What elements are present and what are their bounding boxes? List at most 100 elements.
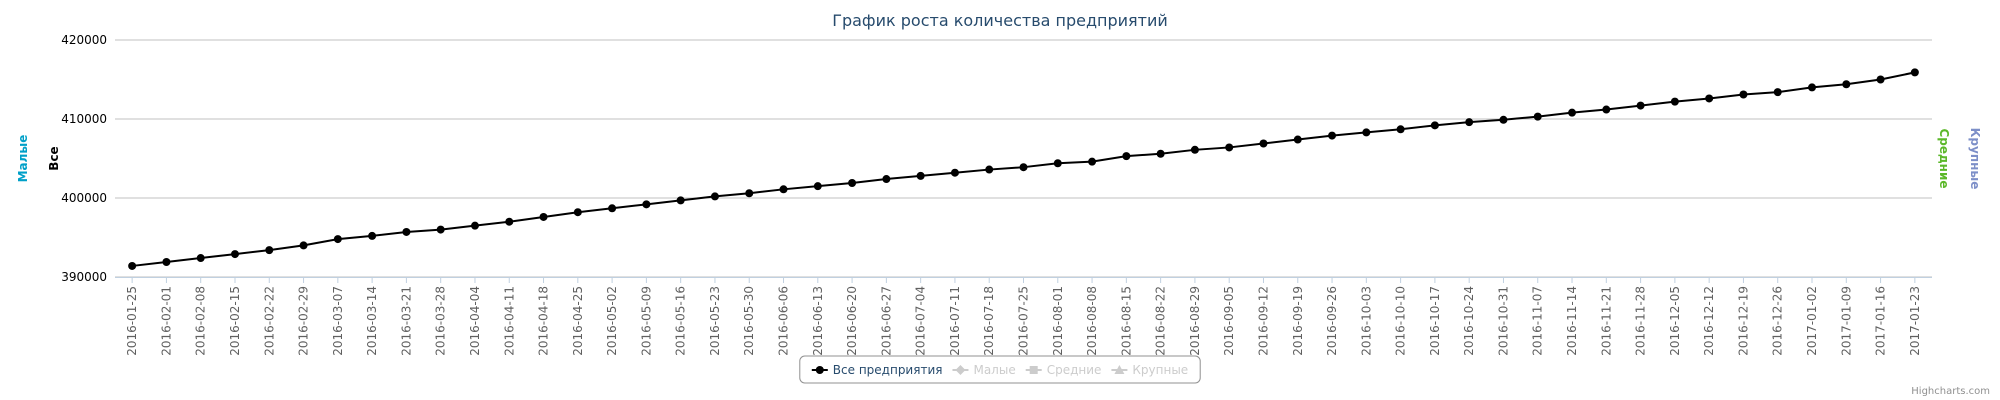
- legend-item[interactable]: Крупные: [1111, 363, 1188, 377]
- legend-label: Крупные: [1132, 363, 1188, 377]
- x-tick-label: 2016-09-05: [1222, 286, 1236, 356]
- data-point: [1636, 101, 1645, 110]
- data-point: [1602, 105, 1611, 114]
- x-tick-label: 2017-01-09: [1839, 286, 1853, 356]
- data-point: [1190, 145, 1199, 154]
- x-tick-label: 2016-04-11: [502, 286, 516, 356]
- data-point: [1533, 112, 1542, 121]
- legend-symbol: [1029, 366, 1038, 374]
- data-point: [368, 231, 377, 240]
- data-point: [265, 246, 274, 255]
- data-point: [813, 182, 822, 191]
- x-tick-label: 2016-07-04: [914, 286, 928, 356]
- x-tick-label: 2016-12-05: [1668, 286, 1682, 356]
- data-point: [333, 235, 342, 244]
- chart-title: График роста количества предприятий: [832, 11, 1168, 30]
- y-axis-title: Малые: [16, 135, 30, 183]
- data-point: [1122, 152, 1131, 161]
- y-axis-title: Все: [47, 146, 61, 170]
- data-point: [1328, 131, 1337, 140]
- x-tick-label: 2017-01-02: [1805, 286, 1819, 356]
- data-point: [1362, 128, 1371, 137]
- data-point: [1705, 94, 1714, 103]
- data-point: [1773, 88, 1782, 97]
- data-point: [779, 185, 788, 194]
- legend-box: [799, 355, 1201, 384]
- x-tick-label: 2016-07-18: [982, 286, 996, 356]
- legend-item[interactable]: Малые: [952, 363, 1016, 377]
- x-tick-label: 2016-02-01: [159, 286, 173, 356]
- legend-label: Средние: [1047, 363, 1102, 377]
- x-tick-label: 2016-08-01: [1051, 286, 1065, 356]
- x-tick-label: 2016-05-09: [639, 286, 653, 356]
- data-point: [882, 175, 891, 184]
- y-tick-label: 410000: [61, 112, 107, 126]
- data-point: [848, 178, 857, 187]
- y-tick-label: 400000: [61, 191, 107, 205]
- x-tick-label: 2016-03-07: [331, 286, 345, 356]
- data-point: [608, 204, 617, 213]
- x-tick-label: 2016-12-19: [1736, 286, 1750, 356]
- x-tick-label: 2016-07-25: [1017, 286, 1031, 356]
- x-tick-label: 2017-01-23: [1908, 286, 1922, 356]
- x-tick-label: 2016-10-10: [1394, 286, 1408, 356]
- x-tick-label: 2016-03-14: [365, 286, 379, 356]
- x-tick-label: 2016-04-25: [571, 286, 585, 356]
- data-point: [710, 192, 719, 201]
- data-point: [162, 257, 171, 266]
- x-tick-label: 2016-02-15: [228, 286, 242, 356]
- x-tick-label: 2016-06-13: [811, 286, 825, 356]
- legend-symbol: [955, 365, 966, 375]
- legend-symbol: [815, 366, 824, 374]
- x-tick-label: 2016-10-24: [1462, 286, 1476, 356]
- data-point: [230, 250, 239, 259]
- data-point: [1568, 108, 1577, 117]
- legend-label: Все предприятия: [833, 363, 943, 377]
- x-tick-label: 2016-03-28: [434, 286, 448, 356]
- credits[interactable]: Highcharts.com: [1911, 386, 1990, 397]
- data-point: [1670, 97, 1679, 106]
- data-point: [1465, 118, 1474, 127]
- legend-item[interactable]: Все предприятия: [811, 363, 943, 377]
- x-tick-label: 2016-09-19: [1291, 286, 1305, 356]
- data-point: [1739, 90, 1748, 99]
- x-tick-label: 2016-08-29: [1188, 286, 1202, 356]
- legend-item[interactable]: Средние: [1025, 363, 1102, 377]
- data-point: [470, 221, 479, 230]
- data-point: [1808, 83, 1817, 92]
- data-point: [745, 189, 754, 198]
- data-point: [299, 241, 308, 250]
- data-point: [950, 168, 959, 177]
- data-point: [1088, 157, 1097, 166]
- data-point: [402, 227, 411, 236]
- data-point: [1259, 139, 1268, 148]
- x-tick-label: 2016-08-22: [1154, 286, 1168, 356]
- legend-symbol: [1114, 365, 1125, 374]
- data-point: [1293, 135, 1302, 144]
- data-point: [1430, 121, 1439, 130]
- data-point: [1842, 80, 1851, 89]
- x-tick-label: 2016-09-12: [1256, 286, 1270, 356]
- data-point: [916, 171, 925, 180]
- x-tick-label: 2016-06-20: [845, 286, 859, 356]
- y-tick-label: 420000: [61, 33, 107, 47]
- y-axis-title: Крупные: [1968, 128, 1982, 190]
- data-point: [1499, 115, 1508, 124]
- x-tick-label: 2016-12-12: [1702, 286, 1716, 356]
- x-tick-label: 2016-11-14: [1565, 286, 1579, 356]
- x-tick-label: 2016-05-23: [708, 286, 722, 356]
- data-point: [1225, 143, 1234, 152]
- x-tick-label: 2016-06-06: [777, 286, 791, 356]
- x-tick-label: 2016-10-31: [1496, 286, 1510, 356]
- data-point: [1876, 75, 1885, 84]
- x-tick-label: 2016-08-08: [1085, 286, 1099, 356]
- x-tick-label: 2016-01-25: [125, 286, 139, 356]
- data-point: [985, 165, 994, 174]
- data-point: [539, 212, 548, 221]
- x-tick-label: 2016-09-26: [1325, 286, 1339, 356]
- data-point: [196, 254, 205, 263]
- data-point: [1396, 125, 1405, 134]
- x-tick-label: 2016-02-08: [194, 286, 208, 356]
